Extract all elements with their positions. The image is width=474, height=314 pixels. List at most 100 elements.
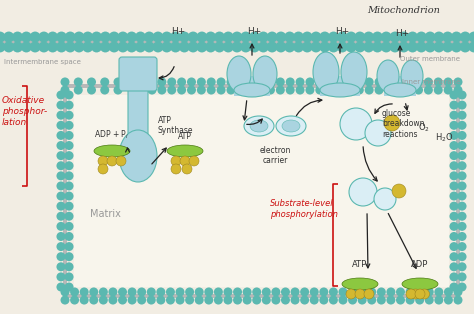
Circle shape <box>374 85 383 95</box>
Circle shape <box>188 31 199 43</box>
Circle shape <box>249 41 260 52</box>
Circle shape <box>300 287 309 296</box>
Circle shape <box>56 31 67 43</box>
Circle shape <box>286 78 295 86</box>
Circle shape <box>157 78 166 86</box>
Circle shape <box>64 141 73 150</box>
Ellipse shape <box>341 52 367 92</box>
Text: Matrix: Matrix <box>90 209 121 219</box>
Circle shape <box>449 141 458 150</box>
Circle shape <box>38 31 49 43</box>
Circle shape <box>21 31 32 43</box>
Circle shape <box>189 156 199 166</box>
Circle shape <box>156 295 165 305</box>
Circle shape <box>425 41 436 52</box>
Circle shape <box>56 161 65 170</box>
Circle shape <box>365 120 391 146</box>
Text: H+: H+ <box>171 27 185 36</box>
Circle shape <box>91 31 102 43</box>
Circle shape <box>434 85 443 95</box>
Circle shape <box>56 90 65 100</box>
Circle shape <box>56 222 65 231</box>
Circle shape <box>100 31 111 43</box>
Circle shape <box>240 41 251 52</box>
Circle shape <box>337 31 348 43</box>
Circle shape <box>384 78 393 86</box>
Circle shape <box>258 41 269 52</box>
Circle shape <box>56 121 65 130</box>
Bar <box>234 76 270 96</box>
Circle shape <box>175 287 184 296</box>
Circle shape <box>449 100 458 110</box>
Circle shape <box>217 85 226 95</box>
Circle shape <box>266 85 275 95</box>
Circle shape <box>214 295 223 305</box>
Circle shape <box>442 41 453 52</box>
Circle shape <box>243 295 252 305</box>
Circle shape <box>56 283 65 291</box>
Circle shape <box>231 41 243 52</box>
Circle shape <box>171 164 181 174</box>
Circle shape <box>56 212 65 221</box>
Circle shape <box>374 78 383 86</box>
Circle shape <box>457 222 466 231</box>
Circle shape <box>12 31 23 43</box>
Circle shape <box>185 287 194 296</box>
Circle shape <box>335 78 344 86</box>
Circle shape <box>182 164 192 174</box>
Circle shape <box>364 289 374 299</box>
Circle shape <box>100 78 109 86</box>
Circle shape <box>457 171 466 180</box>
Circle shape <box>223 287 232 296</box>
Circle shape <box>252 295 261 305</box>
Circle shape <box>293 31 304 43</box>
Circle shape <box>442 31 453 43</box>
Circle shape <box>396 295 405 305</box>
Circle shape <box>291 295 300 305</box>
Circle shape <box>29 31 41 43</box>
Circle shape <box>98 156 108 166</box>
Circle shape <box>64 283 73 291</box>
Circle shape <box>355 289 365 299</box>
Circle shape <box>29 41 41 52</box>
Circle shape <box>113 78 122 86</box>
Circle shape <box>197 85 206 95</box>
Circle shape <box>65 31 76 43</box>
Circle shape <box>116 156 126 166</box>
Circle shape <box>64 192 73 201</box>
Circle shape <box>457 212 466 221</box>
Circle shape <box>56 131 65 140</box>
Circle shape <box>390 31 401 43</box>
Circle shape <box>319 41 330 52</box>
Circle shape <box>457 202 466 211</box>
Circle shape <box>64 161 73 170</box>
Circle shape <box>61 287 70 296</box>
Circle shape <box>457 181 466 191</box>
Circle shape <box>56 272 65 281</box>
Circle shape <box>444 287 453 296</box>
Circle shape <box>100 41 111 52</box>
Circle shape <box>444 78 453 86</box>
Circle shape <box>325 85 334 95</box>
Circle shape <box>345 78 354 86</box>
Circle shape <box>300 295 309 305</box>
Text: ADP + P$_i$: ADP + P$_i$ <box>94 128 129 141</box>
Circle shape <box>187 85 196 95</box>
Circle shape <box>147 287 156 296</box>
Circle shape <box>434 295 443 305</box>
Circle shape <box>180 156 190 166</box>
Circle shape <box>56 181 65 191</box>
Circle shape <box>457 192 466 201</box>
Circle shape <box>457 232 466 241</box>
Text: electron
carrier: electron carrier <box>259 146 291 165</box>
Circle shape <box>73 31 84 43</box>
Circle shape <box>276 85 285 95</box>
Circle shape <box>449 272 458 281</box>
Circle shape <box>185 295 194 305</box>
Circle shape <box>377 287 386 296</box>
Circle shape <box>404 85 413 95</box>
Circle shape <box>457 131 466 140</box>
Circle shape <box>147 78 156 86</box>
Circle shape <box>358 295 367 305</box>
Circle shape <box>449 192 458 201</box>
